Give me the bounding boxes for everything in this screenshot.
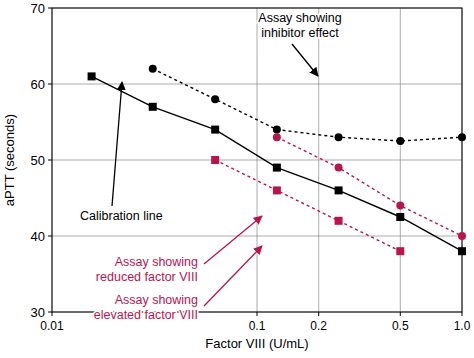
series-marker <box>396 213 404 221</box>
chart: 30 40 50 60 70 0.01 0.1 0.2 0.5 1.0 Factor VIII (U… <box>0 0 474 358</box>
series-marker <box>211 156 219 164</box>
annotation-arrow <box>204 246 262 306</box>
x-tick <box>257 312 258 316</box>
x-axis-label: Factor VIII (U/mL) <box>205 336 308 351</box>
x-grid-line <box>257 8 258 312</box>
series-marker <box>458 133 466 141</box>
x-grid-line <box>318 8 319 312</box>
annotation-text: elevated factor VIII <box>94 308 198 322</box>
y-tick <box>48 160 52 161</box>
annotation-arrow <box>204 216 262 264</box>
series-marker <box>273 126 281 134</box>
x-tick-label: 0.1 <box>249 319 266 333</box>
y-tick <box>48 8 52 9</box>
x-tick-label: 0.5 <box>392 319 409 333</box>
x-tick-label: 1.0 <box>454 319 471 333</box>
annotation-text: Assay showing <box>115 255 198 269</box>
series-marker <box>335 217 343 225</box>
annotation-text: Assay showing <box>258 11 341 25</box>
x-tick <box>462 312 463 316</box>
annotation-arrow <box>112 82 122 206</box>
series-marker <box>211 126 219 134</box>
series-marker <box>458 247 466 255</box>
y-tick-label: 50 <box>31 153 45 168</box>
y-tick <box>48 236 52 237</box>
series-marker <box>149 65 157 73</box>
series-marker <box>396 247 404 255</box>
y-tick-label: 60 <box>31 77 45 92</box>
x-tick <box>400 312 401 316</box>
series-marker <box>335 133 343 141</box>
annotation-text: inhibitor effect <box>261 26 339 40</box>
grid <box>52 8 462 312</box>
series-line <box>277 137 462 236</box>
annotation-text: Assay showing <box>115 293 198 307</box>
y-tick-label: 40 <box>31 229 45 244</box>
data <box>88 65 466 255</box>
plot-frame <box>52 8 462 312</box>
series-marker <box>335 164 343 172</box>
series-marker <box>396 137 404 145</box>
x-tick <box>318 312 319 316</box>
series-marker <box>149 103 157 111</box>
annotation-text: Calibration line <box>80 209 163 223</box>
series-line <box>92 76 462 251</box>
series-marker <box>273 133 281 141</box>
series-marker <box>88 72 96 80</box>
series-marker <box>273 186 281 194</box>
y-tick-label: 30 <box>31 305 45 320</box>
x-grid-line <box>400 8 401 312</box>
series-line <box>153 69 462 141</box>
series-marker <box>458 232 466 240</box>
series-marker <box>396 202 404 210</box>
annotation-text: reduced factor VIII <box>96 270 198 284</box>
x-tick <box>52 312 53 316</box>
y-tick <box>48 84 52 85</box>
series-marker <box>211 95 219 103</box>
x-tick-label: 0.2 <box>310 319 327 333</box>
series-marker <box>273 164 281 172</box>
series-line <box>215 160 400 251</box>
annotations: Assay showinginhibitor effectCalibration… <box>80 11 342 322</box>
y-axis-label: aPTT (seconds) <box>2 114 17 206</box>
series-marker <box>335 186 343 194</box>
y-tick <box>48 312 52 313</box>
annotation-arrow <box>292 44 318 76</box>
y-tick-label: 70 <box>31 1 45 16</box>
x-tick-label: 0.01 <box>40 319 64 333</box>
